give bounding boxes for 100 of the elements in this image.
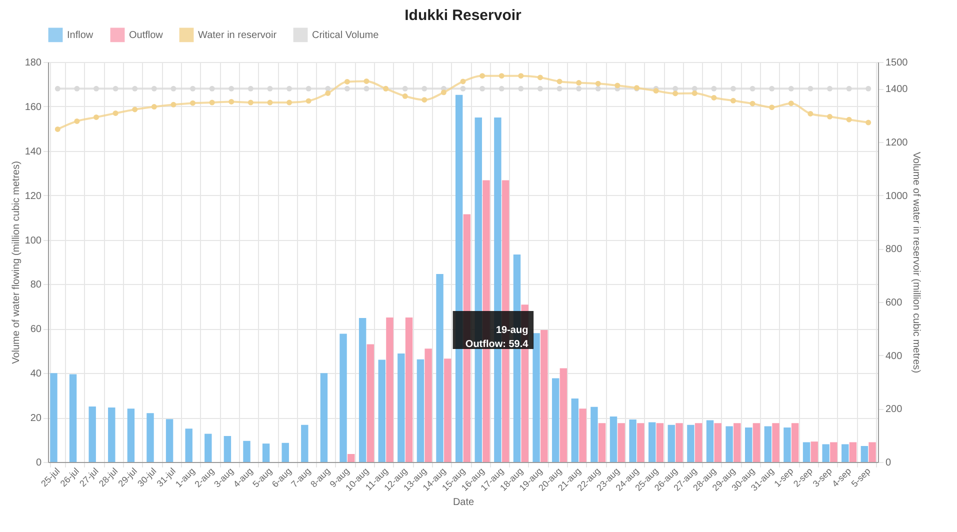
point: [209, 86, 215, 92]
point: [209, 100, 215, 106]
point: [595, 86, 601, 92]
bar: [405, 318, 413, 462]
bar: [185, 428, 192, 462]
point: [846, 116, 852, 122]
point: [132, 86, 138, 92]
point: [827, 114, 832, 120]
bar: [810, 442, 818, 462]
annotation: 19-aug Outflow: 59.4: [465, 325, 529, 350]
bar: [610, 416, 618, 462]
bar: [262, 444, 270, 462]
bar: [50, 373, 58, 462]
y-tick-label: 20: [30, 413, 42, 424]
bar: [764, 426, 772, 462]
bar: [571, 398, 578, 462]
bar: [424, 348, 432, 462]
point: [112, 86, 118, 92]
point: [788, 100, 794, 106]
y-axis-title: Volume of water flowing (million cubic metres): [10, 161, 22, 364]
point: [170, 102, 176, 108]
y-tick-label: 60: [30, 324, 42, 336]
bar: [532, 333, 540, 462]
point: [595, 80, 601, 86]
point: [556, 78, 562, 84]
bar: [629, 420, 636, 462]
bar: [282, 442, 289, 462]
bar: [687, 424, 694, 462]
point: [402, 86, 408, 92]
point: [422, 97, 428, 103]
point: [267, 86, 273, 92]
point: [556, 86, 562, 92]
bar: [868, 442, 876, 462]
y2-tick-label: 1500: [886, 58, 908, 68]
point: [866, 86, 872, 92]
chart-title: Idukki Reservoir: [404, 7, 522, 24]
bar: [706, 420, 714, 462]
bar: [752, 423, 760, 462]
point: [750, 86, 756, 92]
y2-tick-label: 1000: [886, 190, 908, 202]
point: [306, 98, 312, 104]
point: [653, 88, 659, 94]
point: [190, 100, 196, 106]
bar: [224, 436, 232, 462]
y-tick-label: 80: [30, 280, 42, 291]
legend-label: Outflow: [129, 30, 164, 41]
point: [537, 74, 543, 80]
point: [537, 86, 543, 92]
bar: [860, 446, 868, 462]
y-tick-label: 40: [30, 368, 42, 380]
point: [170, 86, 176, 92]
bar: [579, 408, 586, 462]
bar: [734, 423, 741, 462]
bar: [69, 374, 77, 462]
point: [827, 86, 832, 92]
bar: [340, 334, 347, 462]
bar: [398, 354, 405, 462]
bar: [648, 422, 656, 462]
point: [54, 86, 60, 92]
bar: [386, 318, 394, 462]
bar: [127, 408, 135, 462]
point: [672, 90, 678, 96]
point: [480, 73, 486, 79]
y2-tick-label: 0: [886, 458, 892, 468]
bar: [348, 454, 355, 462]
point: [808, 111, 814, 116]
y2-tick-label: 600: [886, 298, 903, 308]
bar: [676, 423, 683, 462]
bar: [166, 419, 174, 462]
point: [440, 90, 446, 96]
bar: [366, 344, 374, 462]
legend-label: Water in reservoir: [198, 30, 278, 41]
bar: [560, 368, 568, 462]
y-tick-label: 160: [24, 102, 42, 113]
y2-tick-label: 1200: [886, 138, 908, 148]
point: [692, 90, 698, 96]
bar: [108, 408, 116, 462]
point: [74, 118, 80, 124]
point: [364, 86, 370, 92]
bar: [784, 428, 791, 462]
point: [518, 86, 524, 92]
point: [248, 100, 254, 106]
point: [672, 86, 678, 92]
point: [711, 86, 717, 92]
point: [325, 90, 331, 96]
point: [576, 80, 582, 86]
bar: [656, 423, 664, 462]
point: [711, 95, 717, 100]
point: [422, 86, 428, 92]
y-tick-label: 140: [24, 146, 42, 158]
point: [267, 100, 273, 106]
bar: [726, 426, 733, 462]
bar: [358, 318, 366, 462]
point: [518, 73, 524, 79]
y-tick-label: 0: [36, 458, 42, 468]
bar: [842, 444, 849, 462]
y2-axis-title: Volume of water in reservoir (million cubic metres): [910, 152, 922, 374]
bar: [88, 406, 96, 462]
bar: [444, 358, 452, 462]
y2-tick-label: 200: [886, 404, 903, 416]
